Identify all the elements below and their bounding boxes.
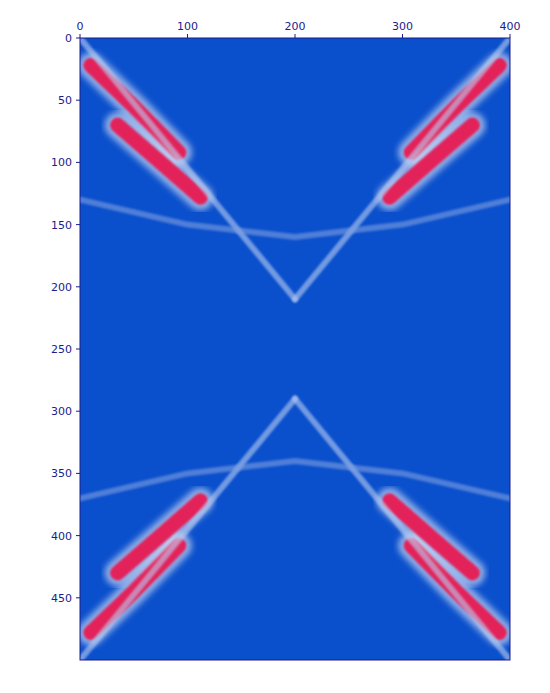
faint-event — [80, 38, 295, 299]
x-tick-label: 400 — [500, 20, 521, 33]
y-tick — [76, 597, 80, 598]
y-tick-label: 350 — [51, 467, 72, 480]
data-layer — [80, 38, 510, 660]
y-tick — [76, 38, 80, 39]
y-tick-label: 450 — [51, 592, 72, 605]
y-tick — [76, 411, 80, 412]
page: {"chart_data": {"type": "line", "xlim": … — [0, 0, 550, 693]
y-tick-label: 200 — [51, 281, 72, 294]
y-tick-label: 100 — [51, 156, 72, 169]
y-tick — [76, 349, 80, 350]
y-tick — [76, 100, 80, 101]
x-tick-label: 300 — [392, 20, 413, 33]
x-tick — [402, 34, 403, 38]
y-tick — [76, 224, 80, 225]
faint-event — [80, 399, 295, 660]
faint-event — [80, 200, 510, 237]
y-tick-label: 50 — [58, 94, 72, 107]
x-tick — [510, 34, 511, 38]
x-tick-label: 0 — [77, 20, 84, 33]
y-tick-label: 300 — [51, 405, 72, 418]
x-tick-label: 100 — [177, 20, 198, 33]
y-tick-label: 400 — [51, 530, 72, 543]
x-tick — [295, 34, 296, 38]
x-tick — [80, 34, 81, 38]
x-tick-label: 200 — [285, 20, 306, 33]
y-tick — [76, 286, 80, 287]
chart: 0 100 200 300 400 0 50 100 150 200 250 300 350 400 450 — [0, 0, 550, 693]
y-tick — [76, 162, 80, 163]
faint-event — [80, 461, 510, 498]
y-tick-label: 0 — [65, 32, 72, 45]
plot-background — [80, 38, 510, 660]
y-tick — [76, 535, 80, 536]
faint-event — [295, 38, 510, 299]
y-tick — [76, 473, 80, 474]
x-tick — [187, 34, 188, 38]
y-tick-label: 150 — [51, 219, 72, 232]
y-tick-label: 250 — [51, 343, 72, 356]
plot-frame — [80, 38, 510, 660]
faint-event — [295, 399, 510, 660]
